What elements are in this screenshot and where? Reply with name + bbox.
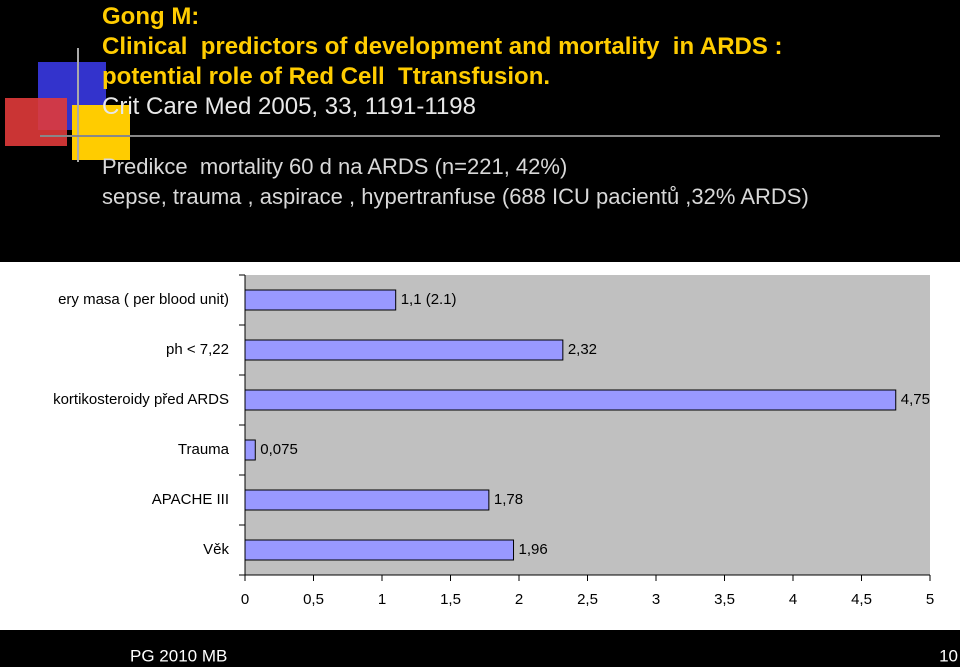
x-tick-label: 3 — [652, 591, 660, 608]
y-tick-label: ph < 7,22 — [166, 341, 229, 358]
x-tick-label: 1 — [378, 591, 386, 608]
x-tick-label: 2 — [515, 591, 523, 608]
plot-area — [245, 275, 930, 575]
value-label: 1,1 (2.1) — [401, 291, 457, 308]
body-text: sepse, trauma , aspirace , hypertranfuse… — [102, 184, 809, 209]
value-label: 1,78 — [494, 491, 523, 508]
x-tick-label: 4 — [789, 591, 797, 608]
title-line: Gong M: — [102, 3, 199, 30]
value-label: 4,75 — [901, 391, 930, 408]
deco-square — [72, 105, 130, 160]
x-tick-label: 0 — [241, 591, 249, 608]
footer: PG 2010 MB — [130, 646, 227, 665]
x-tick-label: 5 — [926, 591, 934, 608]
citation: Crit Care Med 2005, 33, 1191-1198 — [102, 93, 476, 120]
bar — [244, 539, 515, 561]
title-line: potential role of Red Cell Ttransfusion. — [102, 63, 550, 90]
value-label: 0,075 — [260, 441, 298, 458]
y-tick-label: APACHE III — [152, 491, 229, 508]
bar — [244, 489, 490, 511]
bar — [244, 389, 897, 411]
y-tick-label: Trauma — [178, 441, 230, 458]
y-tick-label: ery masa ( per blood unit) — [58, 291, 229, 308]
x-tick-label: 3,5 — [714, 591, 735, 608]
bar — [244, 339, 564, 361]
value-label: 2,32 — [568, 341, 597, 358]
x-tick-label: 2,5 — [577, 591, 598, 608]
body-text: Predikce mortality 60 d na ARDS (n=221, … — [102, 154, 567, 179]
x-tick-label: 4,5 — [851, 591, 872, 608]
bar — [244, 289, 397, 311]
value-label: 1,96 — [519, 541, 548, 558]
x-tick-label: 0,5 — [303, 591, 324, 608]
y-tick-label: kortikosteroidy před ARDS — [53, 391, 229, 408]
y-tick-label: Věk — [203, 541, 229, 558]
bar — [244, 439, 256, 461]
title-line: Clinical predictors of development and m… — [102, 33, 783, 60]
page-number: 10 — [939, 646, 958, 665]
x-tick-label: 1,5 — [440, 591, 461, 608]
deco-square — [5, 98, 67, 146]
